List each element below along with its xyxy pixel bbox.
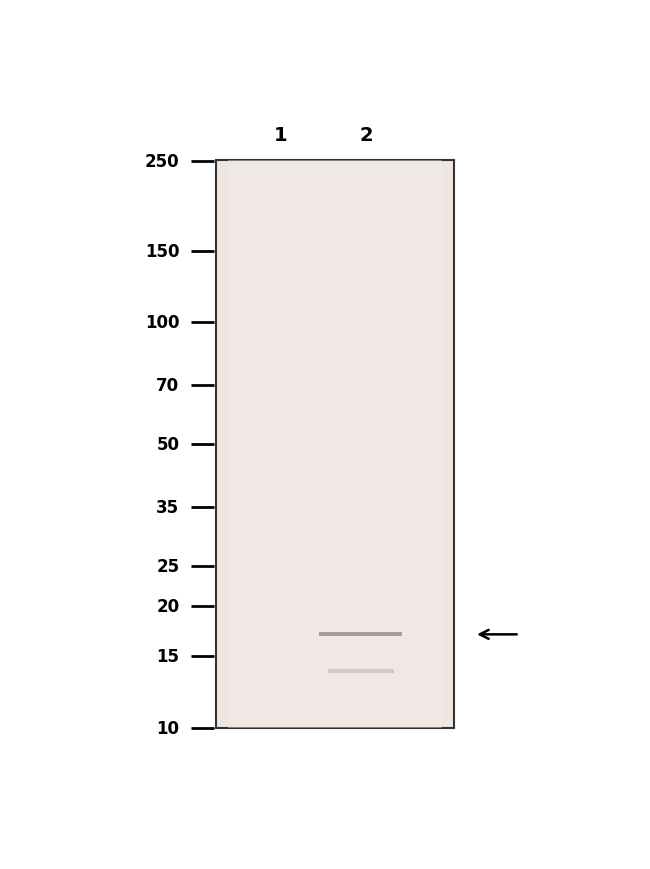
Text: 10: 10 xyxy=(157,719,179,737)
Text: 1: 1 xyxy=(274,126,287,145)
Text: 50: 50 xyxy=(157,436,179,454)
Text: 100: 100 xyxy=(145,314,179,332)
Text: 15: 15 xyxy=(157,647,179,666)
Text: 35: 35 xyxy=(157,499,179,517)
Text: 20: 20 xyxy=(157,597,179,615)
Text: 25: 25 xyxy=(157,558,179,576)
Bar xyxy=(319,633,402,637)
Text: 2: 2 xyxy=(359,126,372,145)
Text: 70: 70 xyxy=(157,377,179,395)
Text: 150: 150 xyxy=(145,242,179,261)
Bar xyxy=(228,161,442,728)
Bar xyxy=(216,161,454,728)
Bar xyxy=(328,670,394,673)
Text: 250: 250 xyxy=(145,153,179,171)
